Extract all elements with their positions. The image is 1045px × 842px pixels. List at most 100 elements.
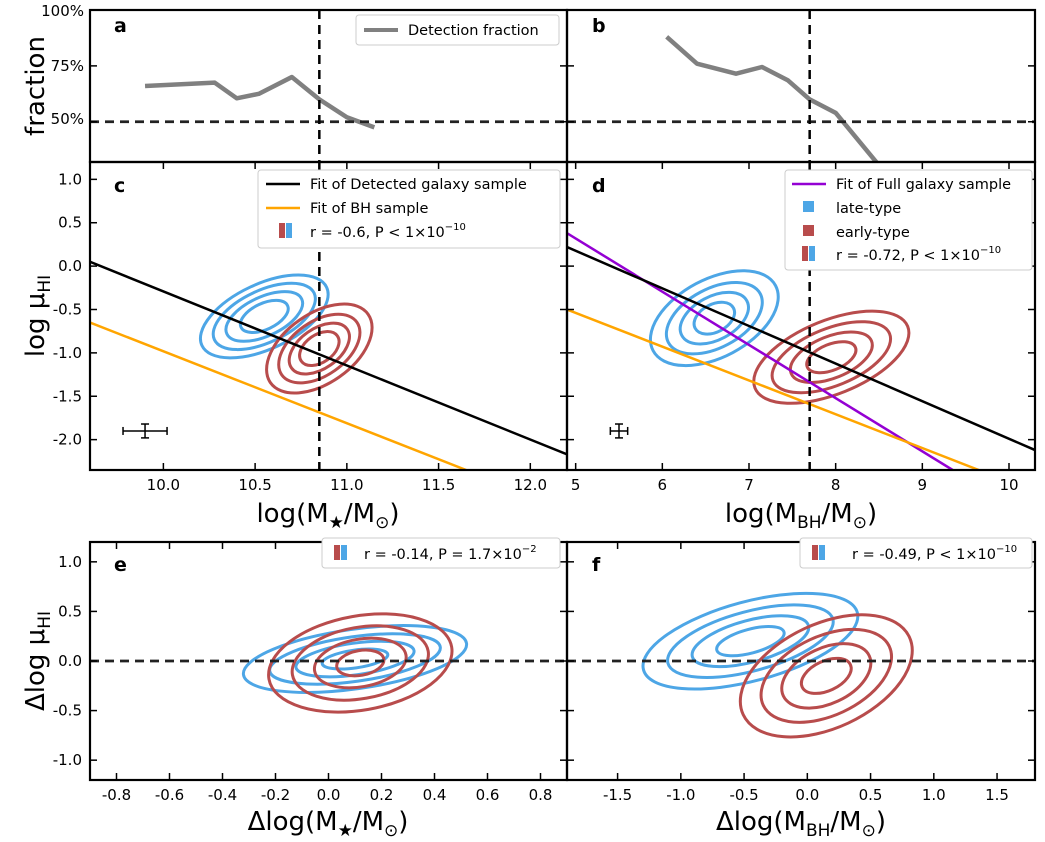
xtick-label-e-6: 0.4 bbox=[423, 786, 447, 804]
panel-letter-a: a bbox=[114, 15, 127, 37]
legend-d-box bbox=[784, 169, 1033, 271]
xlabel-dmstar-star: ★ bbox=[338, 821, 353, 841]
contour-early-type-level-2 bbox=[770, 320, 893, 395]
legend-e: r = -0.14, P = 1.7×10−2 bbox=[321, 537, 561, 569]
xtick-label-f-2: -0.5 bbox=[729, 786, 758, 804]
contour-late-type-level-4 bbox=[238, 298, 290, 334]
xtick-label-f-6: 1.5 bbox=[985, 786, 1009, 804]
ytick-label-c-1: -1.5 bbox=[53, 387, 82, 405]
legend-e-swatch-blue bbox=[341, 545, 347, 560]
legend-c-swatch-red bbox=[279, 223, 285, 238]
xtick-label-d-1: 6 bbox=[658, 476, 668, 494]
ytick-label-75: 75% bbox=[51, 57, 84, 75]
contour-early-type-level-1 bbox=[265, 302, 374, 395]
legend-f-stat-exp: −10 bbox=[996, 544, 1017, 555]
ylabel-delta-log-muhi: Δlog μHI bbox=[21, 611, 55, 711]
legend-f-box bbox=[799, 537, 1033, 569]
xlabel-mstar-sun: ⊙ bbox=[375, 513, 389, 533]
contour-early-type-level-3 bbox=[287, 321, 351, 376]
legend-d-swatch-early bbox=[803, 225, 814, 236]
xlabel-mstar-close: ) bbox=[389, 499, 399, 529]
xtick-label-c-1: 10.5 bbox=[238, 476, 271, 494]
fit-line-d-3 bbox=[567, 308, 980, 470]
contour-early-type-level-2 bbox=[290, 624, 430, 702]
contour-late-type-level-4 bbox=[692, 300, 737, 336]
xtick-label-f-1: -1.0 bbox=[666, 786, 695, 804]
xlabel-dmbh: Δlog(MBH/M⊙) bbox=[716, 807, 886, 841]
panel-b-plot bbox=[567, 10, 1035, 162]
legend-a: Detection fraction bbox=[355, 14, 560, 46]
xlabel-dmstar-prefix: Δlog(M bbox=[248, 807, 338, 837]
xtick-label-d-4: 9 bbox=[918, 476, 928, 494]
contour-early-type-level-4 bbox=[298, 330, 341, 368]
panel-letter-f: f bbox=[592, 554, 601, 576]
ytick-label-c-2: -1.0 bbox=[53, 344, 82, 362]
xlabel-mstar-star: ★ bbox=[329, 513, 344, 533]
xlabel-mbh-close: ) bbox=[867, 499, 877, 529]
ytick-label-c-0: -2.0 bbox=[53, 431, 82, 449]
legend-c-box bbox=[257, 169, 561, 249]
legend-c-stat: r = -0.6, P < 1×10−10 bbox=[310, 222, 466, 241]
ylabel-mu: μ bbox=[21, 293, 51, 310]
xlabel-mbh-sun: ⊙ bbox=[853, 513, 867, 533]
xlabel-dmstar-sun: ⊙ bbox=[384, 821, 398, 841]
ylabel-delta-hi-sub: HI bbox=[35, 611, 55, 629]
ytick-label-e-2: 0.0 bbox=[58, 652, 82, 670]
xlabel-mbh-mid: /M bbox=[822, 499, 853, 529]
ylabel-log-muhi: log μHI bbox=[21, 275, 55, 357]
contour-early-type-level-4 bbox=[805, 340, 858, 375]
xtick-label-d-0: 5 bbox=[571, 476, 581, 494]
contour-early-type-level-1 bbox=[752, 309, 911, 405]
contour-late-type-level-1 bbox=[641, 591, 860, 691]
contour-late-type-level-4 bbox=[715, 625, 786, 658]
legend-c-stat-text: r = -0.6, P < 1×10 bbox=[310, 225, 445, 241]
contour-early-type-level-3 bbox=[312, 636, 408, 690]
legend-d-swatch-blue bbox=[809, 246, 815, 261]
panel-a-plot bbox=[90, 10, 567, 162]
xtick-label-c-3: 11.5 bbox=[422, 476, 455, 494]
fit-line-c-1 bbox=[90, 260, 567, 456]
xtick-label-e-5: 0.2 bbox=[370, 786, 394, 804]
xlabel-dmstar-mid: /M bbox=[353, 807, 384, 837]
legend-c-label-detected: Fit of Detected galaxy sample bbox=[310, 177, 527, 193]
legend-a-box bbox=[355, 14, 560, 46]
contour-late-type-level-3 bbox=[690, 614, 811, 669]
xtick-label-d-2: 7 bbox=[744, 476, 754, 494]
ytick-label-e-0: -1.0 bbox=[53, 751, 82, 769]
xlabel-dmstar-close: ) bbox=[398, 807, 408, 837]
xtick-label-e-8: 0.8 bbox=[529, 786, 553, 804]
xtick-label-e-7: 0.6 bbox=[476, 786, 500, 804]
legend-e-stat-exp: −2 bbox=[522, 544, 537, 555]
xtick-label-e-2: -0.4 bbox=[208, 786, 237, 804]
xtick-label-f-5: 1.0 bbox=[922, 786, 946, 804]
detection-fraction-line-a bbox=[144, 74, 376, 130]
xtick-label-f-0: -1.5 bbox=[603, 786, 632, 804]
xtick-label-d-3: 8 bbox=[831, 476, 841, 494]
contour-early-type-level-3 bbox=[788, 330, 874, 384]
xtick-label-e-0: -0.8 bbox=[102, 786, 131, 804]
xlabel-mbh: log(MBH/M⊙) bbox=[725, 499, 877, 533]
xtick-label-f-3: 0.0 bbox=[795, 786, 819, 804]
ytick-label-100: 100% bbox=[41, 2, 84, 20]
legend-f: r = -0.49, P < 1×10−10 bbox=[799, 537, 1033, 569]
xlabel-mstar: log(M★/M⊙) bbox=[256, 499, 399, 533]
contour-early-type-level-4 bbox=[335, 648, 386, 678]
ytick-label-e-3: 0.5 bbox=[58, 602, 82, 620]
xtick-label-c-4: 12.0 bbox=[514, 476, 547, 494]
panel-d-frame bbox=[565, 160, 1037, 472]
xlabel-dmbh-sun: ⊙ bbox=[862, 821, 876, 841]
ytick-label-c-4: 0.0 bbox=[58, 257, 82, 275]
legend-f-stat: r = -0.49, P < 1×10−10 bbox=[852, 544, 1017, 563]
contour-early-type-level-1 bbox=[738, 613, 914, 739]
contour-late-type-level-2 bbox=[211, 281, 317, 352]
ytick-label-50: 50% bbox=[51, 110, 84, 128]
legend-e-swatch-red bbox=[334, 545, 340, 560]
panel-d-plot bbox=[567, 162, 1035, 470]
contour-late-type-level-4 bbox=[320, 647, 390, 671]
xlabel-dmbh-prefix: Δlog(M bbox=[716, 807, 806, 837]
xtick-label-e-4: 0.0 bbox=[317, 786, 341, 804]
ytick-label-e-1: -0.5 bbox=[53, 702, 82, 720]
panel-e-plot bbox=[90, 612, 567, 714]
legend-d-label-late: late-type bbox=[836, 201, 901, 217]
panel-b-frame bbox=[565, 8, 1037, 164]
